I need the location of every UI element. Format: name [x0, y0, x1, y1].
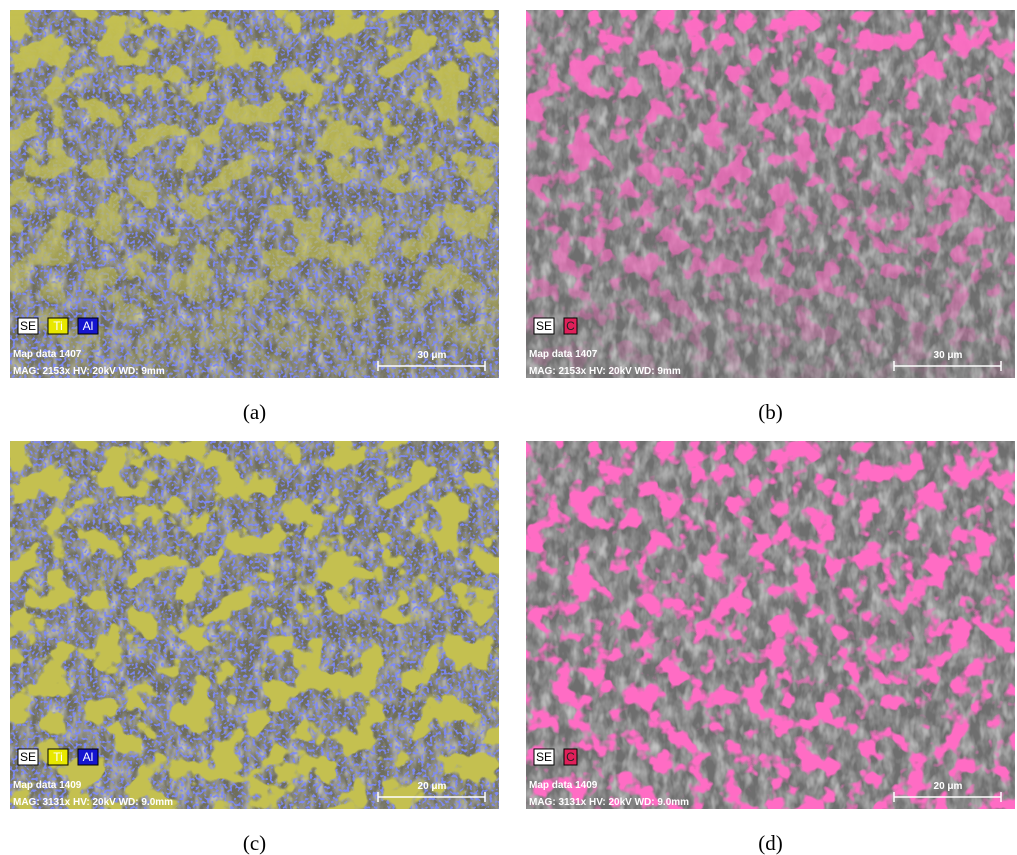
panel-caption: (c) — [243, 831, 266, 855]
map-id: Map data 1409 — [13, 780, 82, 791]
legend-label: C — [566, 750, 575, 764]
acquisition-info: MAG: 2153x HV: 20kV WD: 9mm — [13, 366, 165, 377]
map-id: Map data 1409 — [529, 780, 598, 791]
legend-label: SE — [20, 319, 36, 333]
acquisition-info: MAG: 3131x HV: 20kV WD: 9.0mm — [529, 797, 689, 808]
figure: SE Ti Al Map data 1407 MAG: 2153x HV: 20kV W… — [0, 0, 1017, 855]
c-signal — [526, 441, 1015, 809]
scale-label: 20 μm — [934, 781, 963, 792]
legend-label: Ti — [53, 319, 63, 333]
scale-label: 30 μm — [418, 350, 447, 361]
panel-caption: (b) — [758, 400, 783, 424]
scale-label: 20 μm — [418, 781, 447, 792]
eds-map: SE C Map data 1407 MAG: 2153x HV: 20kV WD: … — [526, 10, 1015, 378]
legend-label: C — [566, 319, 575, 333]
legend-label: Al — [83, 319, 94, 333]
legend-label: SE — [20, 750, 36, 764]
eds-map: SE Ti Al Map data 1407 MAG: 2153x HV: 20kV W… — [10, 10, 499, 378]
c-signal — [526, 10, 1015, 378]
legend-label: Ti — [53, 750, 63, 764]
map-id: Map data 1407 — [529, 349, 598, 360]
eds-map: SE Ti Al Map data 1409 MAG: 3131x HV: 20kV W… — [10, 441, 499, 809]
map-id: Map data 1407 — [13, 349, 82, 360]
eds-map: SE C Map data 1409 MAG: 3131x HV: 20kV WD: … — [526, 441, 1015, 809]
panel-caption: (d) — [758, 831, 783, 855]
legend-label: SE — [536, 750, 552, 764]
legend-label: SE — [536, 319, 552, 333]
scale-label: 30 μm — [934, 350, 963, 361]
acquisition-info: MAG: 3131x HV: 20kV WD: 9.0mm — [13, 797, 173, 808]
acquisition-info: MAG: 2153x HV: 20kV WD: 9mm — [529, 366, 681, 377]
legend-label: Al — [83, 750, 94, 764]
panel-caption: (a) — [243, 400, 266, 424]
